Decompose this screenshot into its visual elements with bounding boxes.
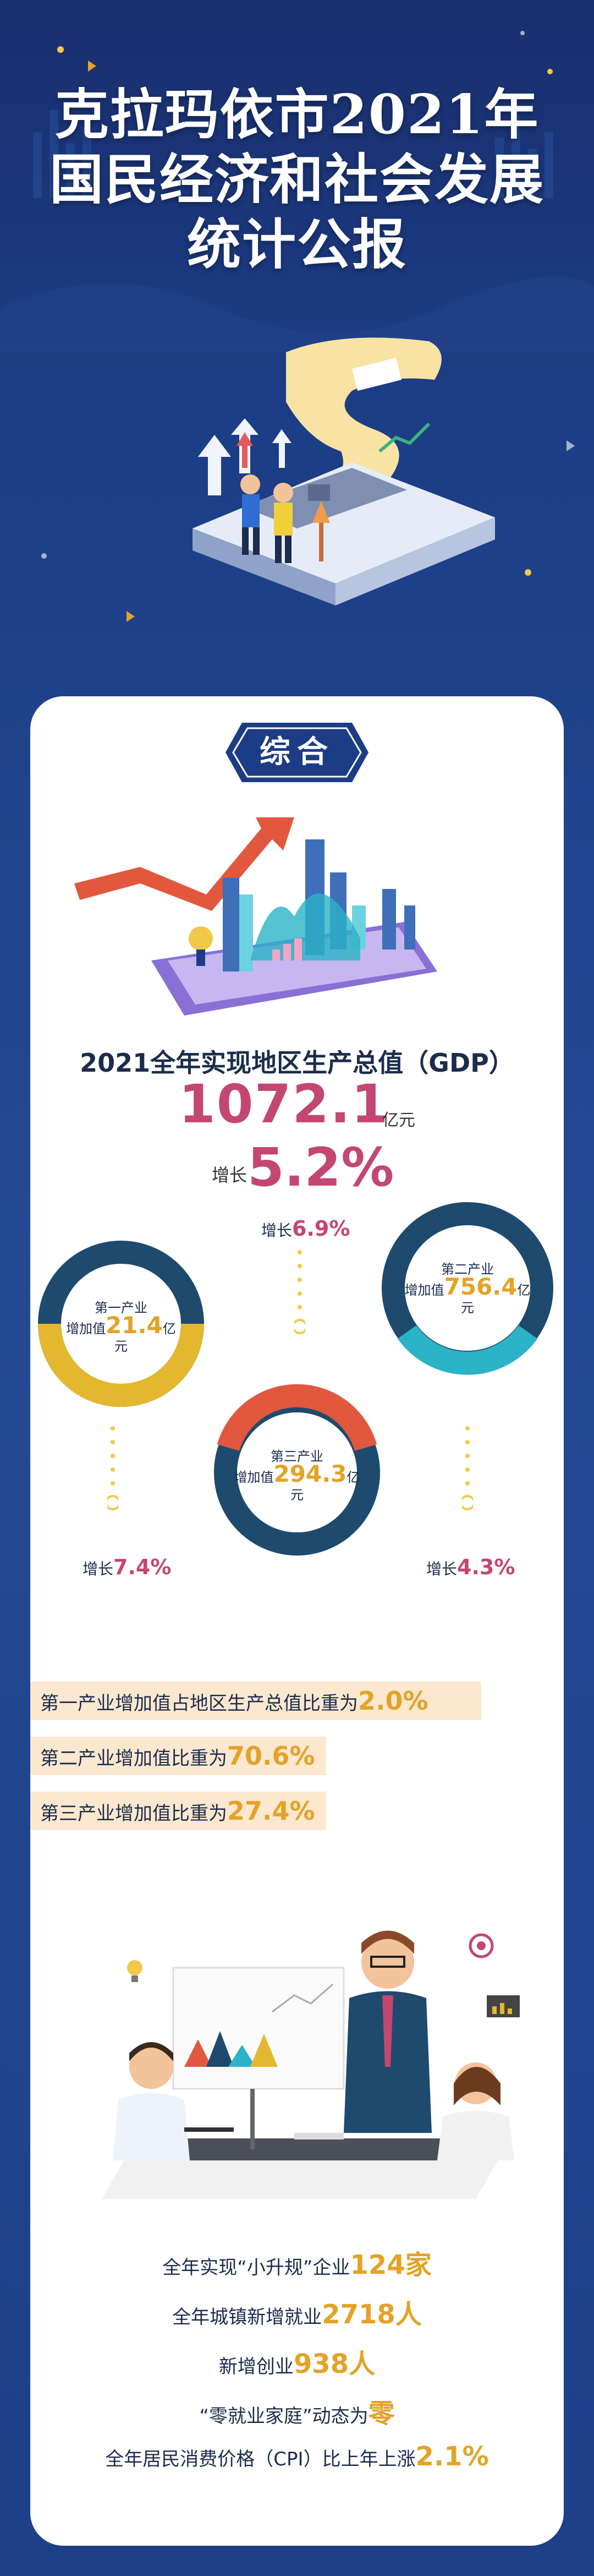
page-title: 克拉玛依市2021年 国民经济和社会发展 统计公报 <box>0 83 594 277</box>
tertiary-growth-label: 增长 <box>426 1560 458 1578</box>
primary-growth-label: 增长 <box>82 1560 114 1578</box>
title-line-2: 国民经济和社会发展 <box>49 148 544 211</box>
section-label: 综合 <box>260 734 334 770</box>
stat-new-entrepreneurs: 新增创业938人 <box>30 2342 564 2381</box>
tertiary-growth-tag: 增长4.3% <box>426 1555 515 1579</box>
ratio-text-secondary: 第二产业增加值比重为 <box>40 1748 227 1770</box>
tertiary-industry-label: 第三产业 增加值294.3亿元 <box>231 1448 363 1504</box>
stat-label: 新增创业 <box>218 2356 294 2378</box>
stat-value: 零 <box>368 2398 395 2429</box>
stat-value: 124家 <box>350 2250 432 2280</box>
tertiary-growth-value: 4.3% <box>457 1555 515 1579</box>
gdp-value: 1072.1 <box>179 1073 389 1135</box>
secondary-industry-value-line: 增加值756.4亿元 <box>402 1275 534 1317</box>
stat-value: 938人 <box>293 2349 376 2379</box>
primary-industry-donut: 第一产业 增加值21.4亿元 <box>33 1236 209 1412</box>
title-line-3: 统计公报 <box>186 213 407 276</box>
secondary-industry-unit: 亿元 <box>461 1282 531 1316</box>
section-label-box: 综合 <box>226 723 369 782</box>
stat-label: 全年实现“小升规”企业 <box>162 2257 350 2279</box>
secondary-connector <box>294 1250 305 1334</box>
tertiary-industry-unit: 亿元 <box>290 1470 360 1503</box>
secondary-industry-label: 第二产业 增加值756.4亿元 <box>402 1260 534 1317</box>
primary-industry-label: 第一产业 增加值21.4亿元 <box>66 1299 176 1355</box>
gdp-unit: 亿元 <box>382 1111 415 1130</box>
stat-small-to-large-enterprises: 全年实现“小升规”企业124家 <box>30 2243 564 2282</box>
ratio-row-primary: 第一产业增加值占地区生产总值比重为2.0% <box>30 1682 481 1720</box>
secondary-growth-tag: 增长6.9% <box>261 1216 350 1241</box>
primary-industry-ring <box>38 1241 204 1407</box>
title-line-1: 克拉玛依市2021年 <box>54 83 540 146</box>
tertiary-industry-value-line: 增加值294.3亿元 <box>231 1462 363 1504</box>
ratio-text-primary: 第一产业增加值占地区生产总值比重为 <box>40 1693 358 1715</box>
stat-value: 2718人 <box>322 2299 422 2330</box>
ratio-value-secondary: 70.6% <box>227 1741 315 1771</box>
hero-illustration <box>193 337 495 605</box>
ratio-row-tertiary: 第三产业增加值比重为27.4% <box>30 1792 326 1830</box>
ratio-text-tertiary: 第三产业增加值比重为 <box>40 1803 227 1825</box>
tertiary-industry-donut: 第三产业 增加值294.3亿元 <box>206 1382 388 1563</box>
primary-industry-name: 第一产业 <box>95 1300 147 1316</box>
stat-zero-employment-families: “零就业家庭”动态为零 <box>30 2392 564 2430</box>
stat-label: 全年城镇新增就业 <box>172 2306 322 2328</box>
primary-connector <box>107 1426 118 1510</box>
ratio-value-tertiary: 27.4% <box>227 1796 315 1826</box>
stat-new-urban-jobs: 全年城镇新增就业2718人 <box>30 2293 564 2331</box>
secondary-industry-ring <box>382 1202 553 1375</box>
meeting-illustration <box>102 1930 520 2199</box>
gdp-title: 2021全年实现地区生产总值（GDP） <box>80 1048 514 1078</box>
stat-value: 2.1% <box>415 2441 489 2472</box>
ratio-row-secondary: 第二产业增加值比重为70.6% <box>30 1737 326 1775</box>
primary-industry-value-line: 增加值21.4亿元 <box>66 1314 176 1355</box>
tertiary-industry-line2: 增加值 <box>234 1470 274 1485</box>
stat-label: 全年居民消费价格（CPI）比上年上涨 <box>105 2448 416 2470</box>
tertiary-industry-name: 第三产业 <box>271 1449 323 1464</box>
gdp-growth-value: 5.2% <box>248 1137 394 1198</box>
secondary-industry-value: 756.4 <box>444 1273 518 1300</box>
secondary-growth-value: 6.9% <box>292 1216 350 1241</box>
section-badge <box>226 723 369 782</box>
secondary-industry-donut: 第二产业 增加值756.4亿元 <box>374 1194 561 1382</box>
stat-cpi: 全年居民消费价格（CPI）比上年上涨2.1% <box>30 2441 564 2472</box>
tertiary-connector <box>462 1426 473 1510</box>
summary-card: 综合 2021全年实现地区生产总值（GDP） 1072.1 亿元 增长 5.2% <box>30 696 564 2546</box>
tertiary-industry-value: 294.3 <box>273 1460 347 1487</box>
hero-background <box>0 31 594 622</box>
secondary-industry-line2: 增加值 <box>404 1282 444 1298</box>
growth-chart-illustration <box>74 817 437 1016</box>
secondary-growth-label: 增长 <box>261 1221 293 1240</box>
primary-industry-unit: 亿元 <box>114 1321 176 1354</box>
gdp-growth-label: 增长 <box>212 1165 248 1186</box>
stat-label: “零就业家庭”动态为 <box>199 2405 369 2427</box>
tertiary-industry-ring <box>214 1384 380 1556</box>
primary-industry-line2: 增加值 <box>66 1321 106 1336</box>
primary-growth-value: 7.4% <box>113 1555 172 1579</box>
secondary-industry-name: 第二产业 <box>441 1262 494 1277</box>
primary-growth-tag: 增长7.4% <box>82 1555 171 1579</box>
primary-industry-value: 21.4 <box>106 1312 163 1339</box>
ratio-value-primary: 2.0% <box>358 1686 428 1716</box>
